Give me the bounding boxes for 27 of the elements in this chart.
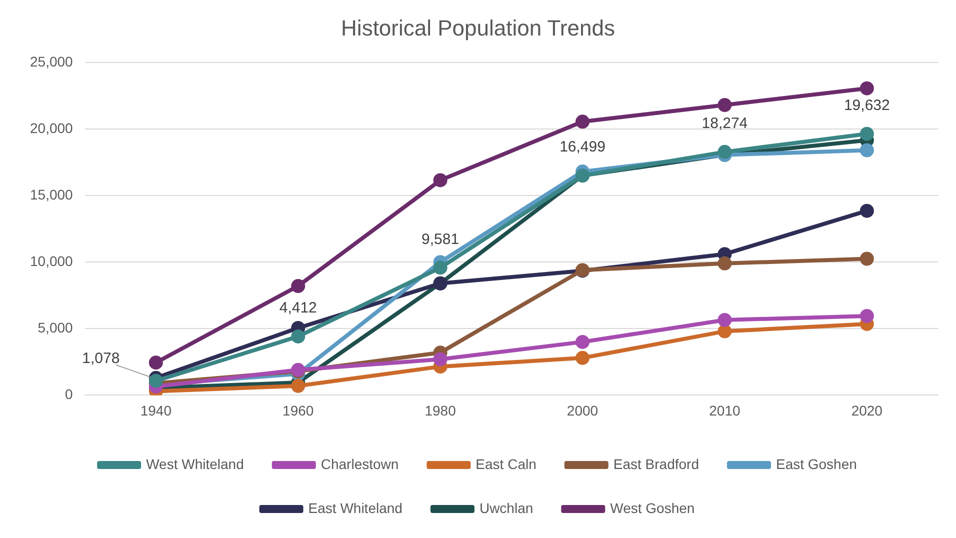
legend-label: Uwchlan bbox=[479, 500, 534, 516]
data-label: 4,412 bbox=[279, 300, 317, 317]
legend-label: West Goshen bbox=[610, 500, 695, 516]
legend-label: East Goshen bbox=[776, 456, 857, 472]
x-tick-label: 2010 bbox=[709, 402, 740, 418]
x-tick-label: 1940 bbox=[140, 402, 172, 418]
chart-title: Historical Population Trends bbox=[341, 15, 615, 40]
y-tick-label: 10,000 bbox=[30, 252, 74, 269]
y-tick-label: 15,000 bbox=[30, 186, 74, 202]
data-label: 19,632 bbox=[844, 97, 890, 114]
data-label: 9,581 bbox=[422, 230, 460, 248]
x-tick-label: 1980 bbox=[424, 402, 456, 418]
y-tick-label: 20,000 bbox=[30, 120, 74, 136]
x-tick-label: 1960 bbox=[282, 402, 314, 418]
x-tick-label: 2020 bbox=[851, 402, 883, 418]
legend-label: West Whiteland bbox=[146, 456, 244, 472]
data-label: 1,078 bbox=[82, 350, 120, 367]
data-label: 16,499 bbox=[560, 138, 606, 156]
legend-label: East Bradford bbox=[613, 456, 699, 472]
y-tick-label: 0 bbox=[65, 386, 74, 402]
y-tick-label: 25,000 bbox=[30, 53, 74, 70]
data-label: 18,274 bbox=[702, 115, 748, 132]
legend-label: East Whiteland bbox=[308, 500, 402, 516]
x-tick-label: 2000 bbox=[566, 402, 598, 418]
y-tick-label: 5,000 bbox=[38, 320, 74, 336]
legend-label: East Caln bbox=[476, 456, 536, 472]
legend-label: Charlestown bbox=[320, 456, 399, 472]
